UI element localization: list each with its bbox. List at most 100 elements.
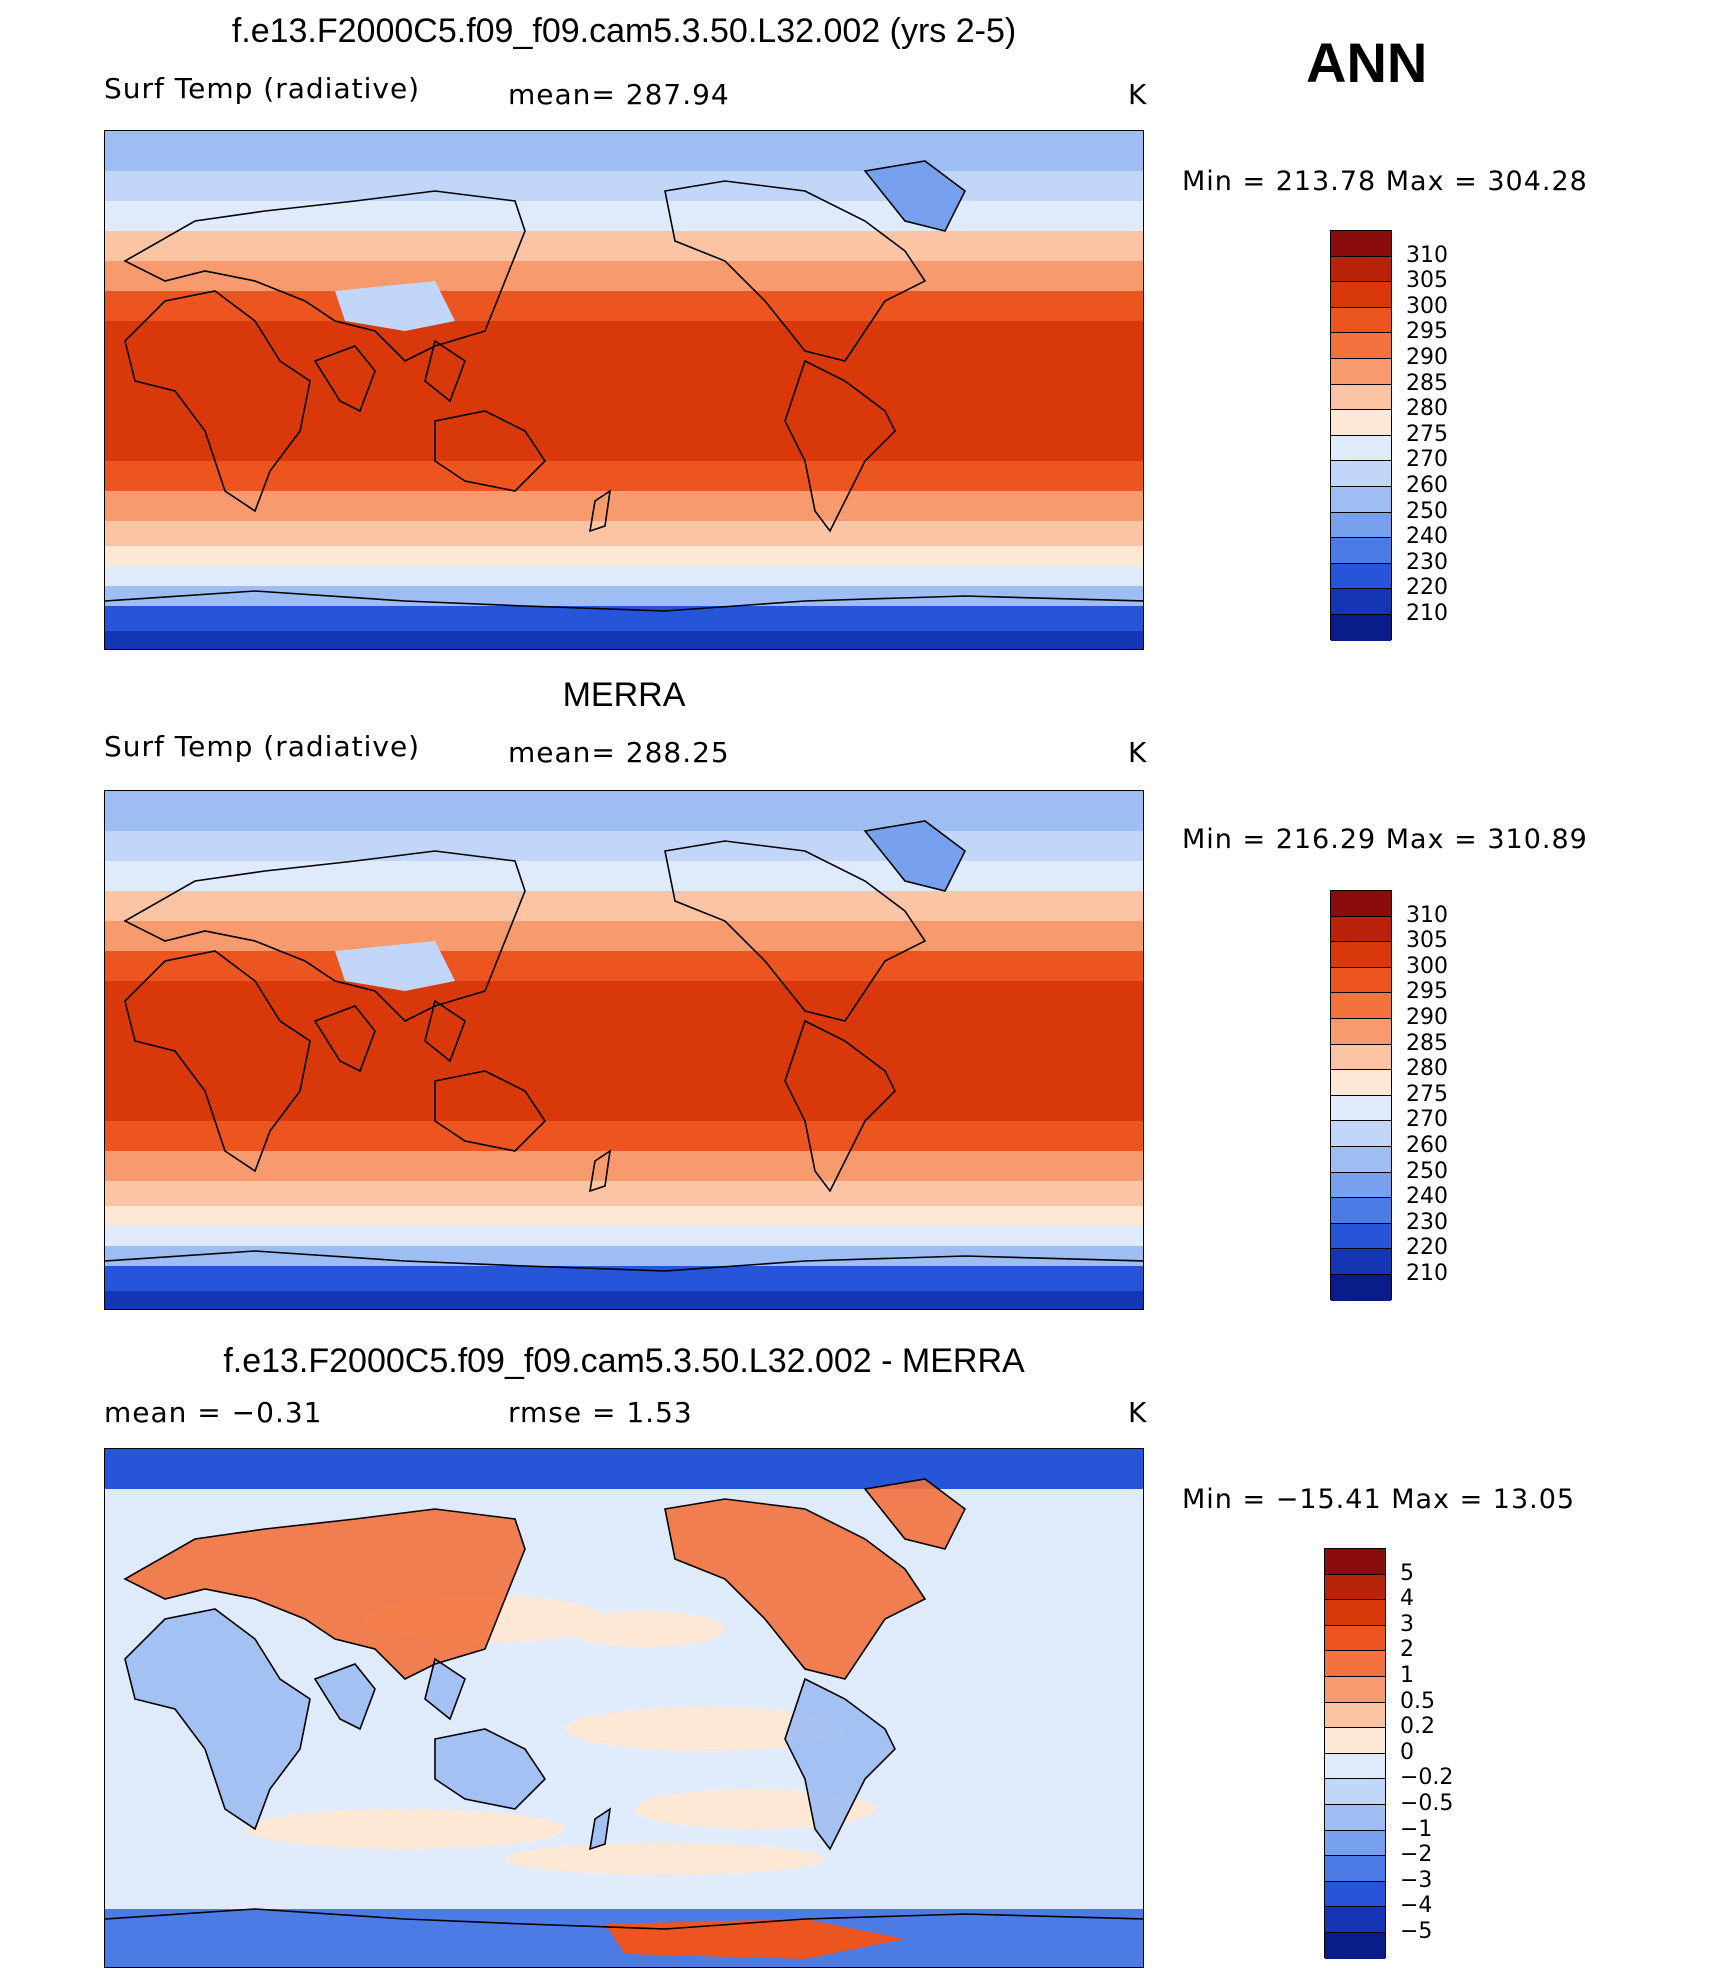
colorbar-tick-label: 0.5 [1400,1688,1435,1714]
panel-2-colorbar [1330,890,1392,1301]
colorbar-swatch [1331,1146,1391,1173]
colorbar-tick-label: 4 [1400,1586,1414,1612]
colorbar-swatch [1331,435,1391,462]
colorbar-tick-label: 305 [1406,268,1448,294]
colorbar-swatch [1325,1549,1385,1575]
panel-2-title: MERRA [562,676,686,714]
panel-1-map [104,130,1144,650]
colorbar-tick-label: 270 [1406,447,1448,473]
panel-1-mean: mean= 287.94 [508,78,730,111]
colorbar-swatch [1331,1018,1391,1045]
colorbar-swatch [1331,1172,1391,1199]
colorbar-swatch [1331,231,1391,257]
colorbar-tick-label: −1 [1400,1816,1433,1842]
colorbar-tick-label: 5 [1400,1560,1414,1586]
colorbar-tick-label: 220 [1406,575,1448,601]
colorbar-swatch [1331,1198,1391,1224]
colorbar-tick-label: 0.2 [1400,1714,1435,1740]
colorbar-tick-label: 2 [1400,1637,1414,1663]
colorbar-tick-label: 310 [1406,902,1448,928]
panel-2-variable: Surf Temp (radiative) [104,730,421,763]
colorbar-swatch [1331,891,1391,917]
colorbar-swatch [1331,916,1391,943]
colorbar-tick-label: −4 [1400,1893,1433,1919]
panel-3-units: K [1128,1396,1148,1429]
colorbar-swatch [1325,1779,1385,1805]
colorbar-tick-label: −3 [1400,1867,1433,1893]
colorbar-swatch [1325,1753,1385,1780]
colorbar-tick-label: 230 [1406,549,1448,575]
panel-2-units: K [1128,736,1148,769]
colorbar-tick-label: 3 [1400,1611,1414,1637]
colorbar-tick-label: 210 [1406,1261,1448,1286]
panel-1-units: K [1128,78,1148,111]
colorbar-tick-label: 250 [1406,498,1448,524]
colorbar-swatch [1331,1121,1391,1147]
colorbar-tick-label: 310 [1406,242,1448,268]
colorbar-swatch [1331,384,1391,411]
colorbar-swatch [1325,1702,1385,1729]
colorbar-swatch [1331,410,1391,436]
colorbar-swatch [1331,1044,1391,1071]
colorbar-swatch [1331,993,1391,1019]
colorbar-swatch [1331,358,1391,385]
colorbar-tick-label: −5 [1400,1919,1433,1944]
colorbar-tick-label: 260 [1406,473,1448,498]
colorbar-swatch [1331,1223,1391,1250]
colorbar-tick-label: 295 [1406,979,1448,1005]
colorbar-swatch [1325,1676,1385,1703]
colorbar-tick-label: 270 [1406,1107,1448,1133]
panel-1-title: f.e13.F2000C5.f09_f09.cam5.3.50.L32.002 … [231,12,1017,50]
season-label: ANN [1306,31,1428,94]
colorbar-swatch [1331,967,1391,994]
colorbar-tick-label: 240 [1406,1184,1448,1210]
colorbar-tick-label: 300 [1406,953,1448,979]
colorbar-swatch [1325,1881,1385,1908]
colorbar-tick-label: 220 [1406,1235,1448,1261]
colorbar-swatch [1331,1274,1391,1301]
colorbar-tick-label: 240 [1406,524,1448,550]
colorbar-tick-label: 285 [1406,370,1448,396]
colorbar-swatch [1325,1625,1385,1652]
colorbar-swatch [1325,1804,1385,1831]
colorbar-swatch [1331,307,1391,334]
colorbar-tick-label: 260 [1406,1133,1448,1158]
colorbar-swatch [1331,1249,1391,1275]
colorbar-tick-label: 280 [1406,396,1448,422]
colorbar-tick-label: 305 [1406,928,1448,954]
colorbar-swatch [1325,1728,1385,1754]
panel-1-variable: Surf Temp (radiative) [104,72,421,105]
colorbar-swatch [1331,256,1391,283]
panel-3-minmax: Min = −15.41 Max = 13.05 [1182,1484,1576,1515]
panel-3-title: f.e13.F2000C5.f09_f09.cam5.3.50.L32.002 … [223,1342,1025,1380]
colorbar-tick-label: 295 [1406,319,1448,345]
colorbar-tick-label: 210 [1406,601,1448,626]
colorbar-swatch [1325,1856,1385,1882]
panel-2-minmax: Min = 216.29 Max = 310.89 [1182,824,1588,855]
colorbar-tick-label: 275 [1406,1081,1448,1107]
colorbar-tick-label: 275 [1406,421,1448,447]
colorbar-tick-label: 230 [1406,1209,1448,1235]
colorbar-swatch [1331,333,1391,359]
colorbar-tick-label: 250 [1406,1158,1448,1184]
panel-1-minmax: Min = 213.78 Max = 304.28 [1182,166,1588,197]
colorbar-tick-label: 280 [1406,1056,1448,1082]
colorbar-swatch [1325,1830,1385,1857]
colorbar-swatch [1325,1600,1385,1626]
panel-3-mean: mean = −0.31 [104,1396,323,1429]
colorbar-swatch [1331,538,1391,564]
colorbar-swatch [1331,942,1391,968]
colorbar-tick-label: 0 [1400,1739,1414,1765]
colorbar-swatch [1331,1095,1391,1122]
colorbar-swatch [1331,614,1391,641]
colorbar-tick-label: 300 [1406,293,1448,319]
colorbar-swatch [1331,486,1391,513]
panel-3-map [104,1448,1144,1968]
colorbar-swatch [1325,1932,1385,1959]
colorbar-tick-label: 290 [1406,1005,1448,1030]
colorbar-tick-label: 1 [1400,1663,1414,1688]
colorbar-swatch [1331,1070,1391,1096]
colorbar-tick-label: 290 [1406,345,1448,370]
colorbar-tick-label: −0.2 [1400,1765,1454,1791]
panel-3-colorbar [1324,1548,1386,1959]
